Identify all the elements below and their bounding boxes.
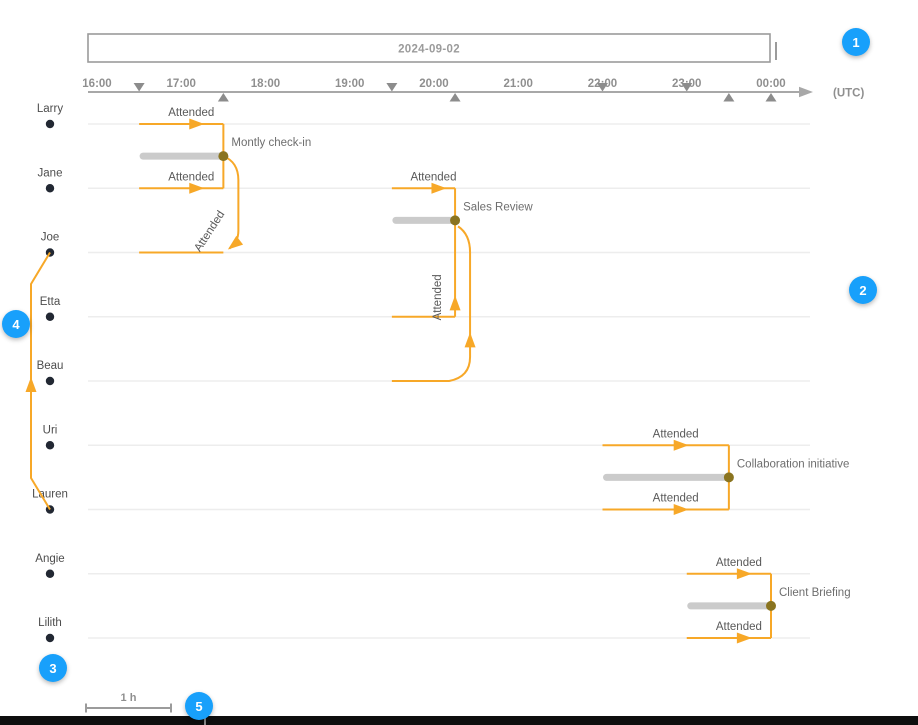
event-0-start-marker-icon: [133, 83, 145, 92]
event-0-attended-label-joe: Attended: [192, 209, 227, 254]
person-name-lauren: Lauren: [32, 489, 68, 501]
date-range-band[interactable]: [87, 33, 771, 63]
event-2-end-marker-icon: [723, 93, 735, 102]
event-2-attendee-arrow-icon-uri: [673, 439, 689, 451]
time-axis-arrow-icon: [799, 86, 813, 98]
axis-unit-label: (UTC): [833, 88, 864, 100]
event-0-attendee-curve-joe: [222, 155, 240, 250]
person-dot-jane: [45, 184, 55, 193]
person-name-angie: Angie: [35, 553, 64, 565]
axis-tick-1900: 19:00: [335, 78, 364, 90]
event-0-attendee-arrow-icon-larry: [189, 118, 205, 130]
event-1-attendee-arrow-icon-jane: [431, 182, 447, 194]
date-band-label: 2024-09-02: [398, 44, 460, 56]
event-0-title: Montly check-in: [231, 137, 311, 149]
person-name-lilith: Lilith: [38, 617, 62, 629]
event-0-end-dot: [218, 151, 229, 162]
event-3-attendee-arrow-icon-lilith: [736, 632, 752, 644]
relation-arrow-icon: [25, 377, 37, 392]
event-3-attended-label-lilith: Attended: [716, 621, 762, 633]
person-name-joe: Joe: [41, 232, 60, 244]
event-2-title: Collaboration initiative: [737, 458, 850, 470]
annotation-badge-4: 4: [2, 310, 30, 338]
annotation-badge-2: 2: [849, 276, 877, 304]
person-dot-angie: [45, 569, 55, 578]
scale-bar-label: 1 h: [121, 692, 137, 704]
person-name-jane: Jane: [38, 167, 63, 179]
annotation-badge-1: 1: [842, 28, 870, 56]
person-name-beau: Beau: [37, 360, 64, 372]
event-1-attendee-arrow-icon-etta: [449, 295, 461, 311]
annotation-badge-3: 3: [39, 654, 67, 682]
person-name-larry: Larry: [37, 103, 63, 115]
event-1-end-marker-icon: [449, 93, 461, 102]
event-1-attendee-arrow-icon-beau: [464, 332, 476, 348]
event-1-start-marker-icon: [386, 83, 398, 92]
person-name-etta: Etta: [40, 296, 61, 308]
person-dot-uri: [45, 441, 55, 450]
event-0-attended-label-larry: Attended: [168, 107, 214, 119]
person-name-uri: Uri: [43, 424, 58, 436]
axis-tick-2100: 21:00: [504, 78, 533, 90]
event-2-attendee-arrow-icon-lauren: [673, 504, 689, 515]
event-0-attendee-arrow-icon-joe: [227, 235, 244, 250]
event-1-attendee-curve-beau: [391, 225, 472, 382]
event-2-attended-label-uri: Attended: [653, 428, 699, 440]
axis-tick-1800: 18:00: [251, 78, 280, 90]
event-3-end-marker-icon: [765, 93, 777, 102]
axis-tick-0000: 00:00: [756, 78, 785, 90]
person-dot-etta: [45, 312, 55, 321]
axis-tick-1700: 17:00: [167, 78, 196, 90]
event-1-attended-label-etta: Attended: [432, 274, 444, 320]
event-3-start-marker-icon: [681, 83, 693, 92]
person-dot-lilith: [45, 633, 55, 643]
event-1-title: Sales Review: [463, 201, 533, 213]
event-3-end-dot: [766, 600, 776, 611]
event-0-attended-label-jane: Attended: [168, 171, 214, 183]
axis-tick-2000: 20:00: [419, 78, 448, 90]
person-dot-beau: [45, 376, 55, 386]
event-2-end-dot: [723, 472, 734, 483]
person-dot-larry: [45, 119, 55, 129]
event-3-title: Client Briefing: [779, 587, 851, 599]
event-1-end-dot: [450, 215, 461, 226]
event-3-attended-label-angie: Attended: [716, 557, 762, 569]
event-0-attendee-arrow-icon-jane: [189, 182, 205, 194]
event-2-start-marker-icon: [597, 83, 608, 92]
event-1-attended-label-jane: Attended: [410, 171, 456, 183]
bottom-bar: [0, 716, 918, 725]
event-2-attended-label-lauren: Attended: [653, 493, 699, 505]
event-0-end-marker-icon: [217, 93, 229, 102]
axis-tick-1600: 16:00: [82, 78, 111, 90]
event-3-attendee-arrow-icon-angie: [736, 568, 752, 580]
annotation-badge-5: 5: [185, 692, 213, 720]
